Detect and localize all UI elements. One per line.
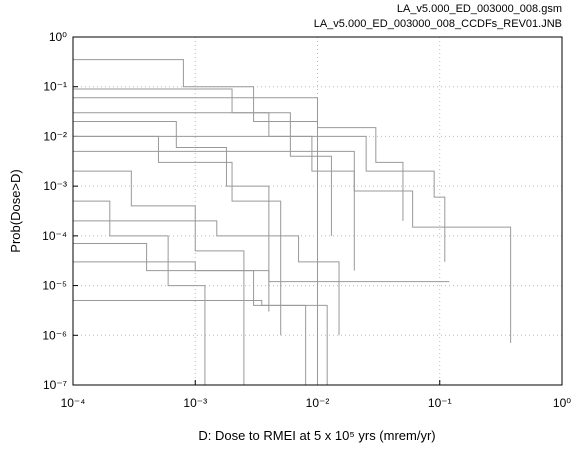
plot-lines	[73, 59, 512, 385]
y-tick-label: 10⁻⁷	[43, 378, 67, 392]
x-tick-label: 10⁻⁴	[61, 396, 86, 410]
ccdf-line	[73, 243, 307, 385]
ccdf-line	[73, 220, 340, 336]
y-tick-label: 10⁻¹	[43, 80, 67, 94]
ccdf-line	[73, 88, 332, 236]
ccdf-line	[73, 120, 270, 312]
annotation: LA_v5.000_ED_003000_008_CCDFs_REV01.JNB	[314, 18, 562, 30]
ccdf-line	[73, 97, 404, 221]
ccdf-line	[73, 170, 245, 385]
ccdf-line	[73, 261, 450, 283]
y-tick-label: 10⁻²	[43, 129, 67, 143]
x-tick-label: 10⁻³	[183, 396, 207, 410]
ccdf-line	[73, 150, 512, 343]
y-tick-label: 10⁻⁵	[42, 279, 67, 293]
plot-frame	[72, 36, 563, 386]
annotation: LA_v5.000_ED_003000_008.gsm	[397, 3, 562, 15]
ccdf-line	[73, 135, 446, 262]
y-tick-label: 10⁻⁶	[42, 328, 67, 342]
x-tick-label: 10⁻¹	[428, 396, 452, 410]
ccdf-line	[73, 300, 328, 385]
ccdf-line	[73, 200, 206, 385]
x-tick-label: 10⁻²	[306, 396, 330, 410]
y-tick-label: 10⁻⁴	[42, 229, 67, 243]
y-tick-label: 10⁻³	[43, 179, 67, 193]
y-tick-label: 10⁰	[49, 30, 67, 44]
x-tick-label: 10⁰	[553, 396, 571, 410]
x-axis-label: D: Dose to RMEI at 5 x 10⁵ yrs (mrem/yr)	[198, 428, 435, 443]
y-axis-label: Prob(Dose>D)	[8, 169, 23, 252]
